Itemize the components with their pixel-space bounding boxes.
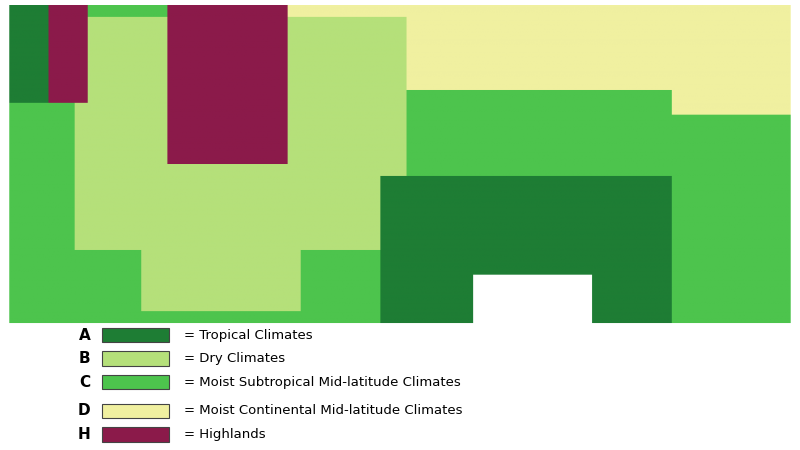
Bar [102, 328, 169, 342]
Text: B: B [78, 351, 90, 366]
Text: C: C [79, 375, 90, 390]
Text: = Tropical Climates: = Tropical Climates [184, 328, 313, 342]
Text: D: D [78, 403, 90, 418]
Bar [102, 375, 169, 389]
Bar [102, 404, 169, 418]
Text: = Moist Subtropical Mid-latitude Climates: = Moist Subtropical Mid-latitude Climate… [184, 376, 461, 389]
Text: H: H [78, 427, 90, 442]
Text: = Dry Climates: = Dry Climates [184, 352, 286, 365]
Text: = Moist Continental Mid-latitude Climates: = Moist Continental Mid-latitude Climate… [184, 405, 463, 417]
Bar [102, 427, 169, 441]
Bar [102, 351, 169, 366]
Text: = Highlands: = Highlands [184, 428, 266, 441]
Text: A: A [78, 328, 90, 342]
